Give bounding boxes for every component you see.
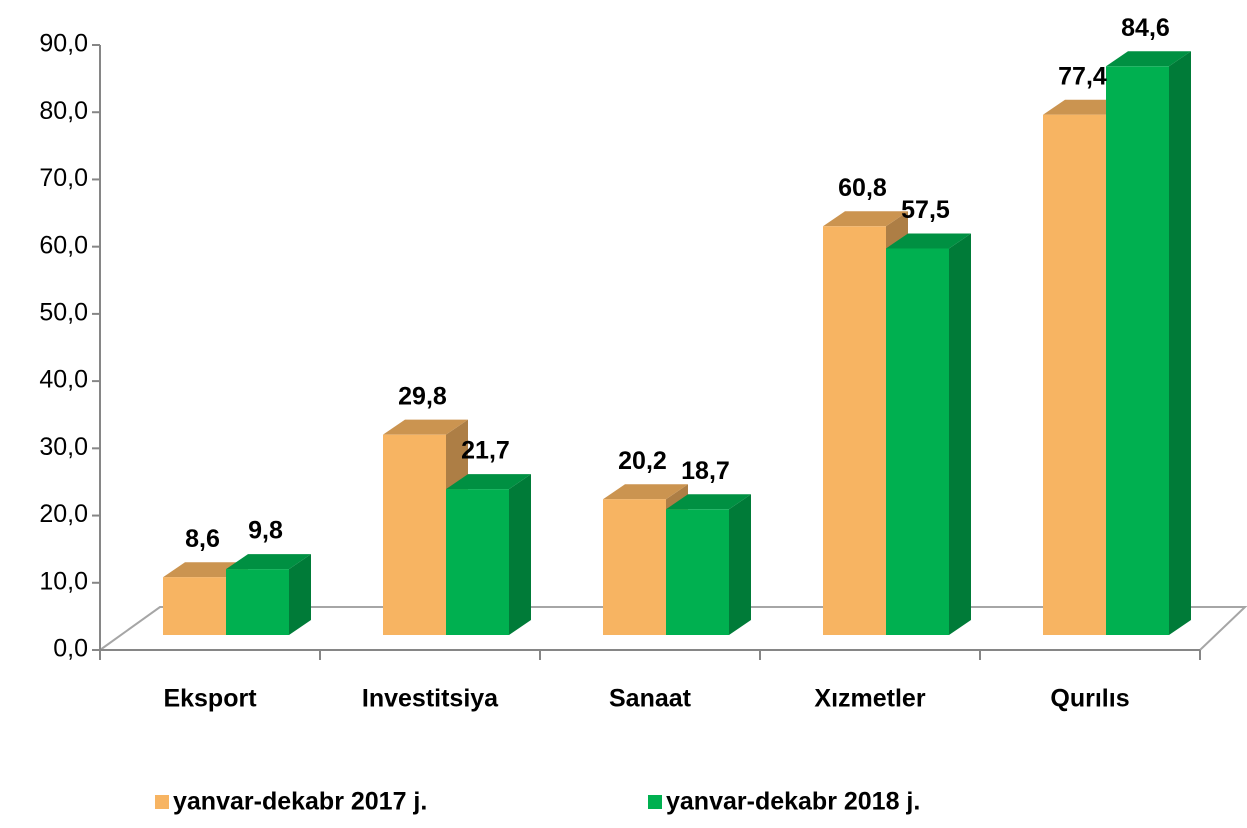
y-tick-label: 50,0 [39,298,88,326]
bar [603,499,666,635]
bar [666,509,729,635]
y-tick-label: 70,0 [39,164,88,192]
value-label: 29,8 [398,382,447,410]
value-label: 57,5 [901,196,950,224]
x-tick-label: Eksport [163,685,257,713]
bar [226,569,289,635]
bar-top [666,494,751,510]
x-tick-label: Xızmetler [814,685,925,713]
value-label: 18,7 [681,457,730,485]
value-label: 60,8 [838,174,887,202]
y-tick-label: 10,0 [39,567,88,595]
bar-side [509,474,531,635]
y-tick-label: 60,0 [39,231,88,259]
bar-top [446,474,531,490]
bar [1106,66,1169,636]
bar-side [729,494,751,635]
y-tick-label: 90,0 [39,30,88,58]
y-tick-label: 30,0 [39,433,88,461]
y-tick-label: 80,0 [39,97,88,125]
bar [823,226,886,636]
bar [446,489,509,635]
value-label: 20,2 [618,447,667,475]
x-tick-label: Sanaat [609,685,692,713]
value-label: 84,6 [1121,14,1170,42]
x-tick-label: Investitsiya [362,685,499,713]
bar-top [1106,51,1191,67]
bar-side [1169,51,1191,636]
bar [1043,114,1106,635]
legend-label: yanvar-dekabr 2018 j. [666,788,920,816]
bar-top [603,484,688,500]
bar-top [383,419,468,435]
bar [886,248,949,635]
bar [383,434,446,635]
bar-top [226,554,311,570]
bar-top [886,233,971,249]
value-label: 8,6 [185,525,220,553]
y-tick-label: 20,0 [39,500,88,528]
legend-label: yanvar-dekabr 2017 j. [173,788,427,816]
x-tick-label: Qurılıs [1050,685,1129,713]
value-label: 77,4 [1058,62,1107,90]
legend-swatch [155,795,169,809]
bar-side [949,233,971,635]
y-tick-label: 40,0 [39,366,88,394]
bar [163,577,226,635]
y-tick-label: 0,0 [53,635,88,663]
value-label: 21,7 [461,437,510,465]
legend-swatch [648,795,662,809]
bar-side [289,554,311,635]
value-label: 9,8 [248,517,283,545]
bar-top [823,211,908,227]
